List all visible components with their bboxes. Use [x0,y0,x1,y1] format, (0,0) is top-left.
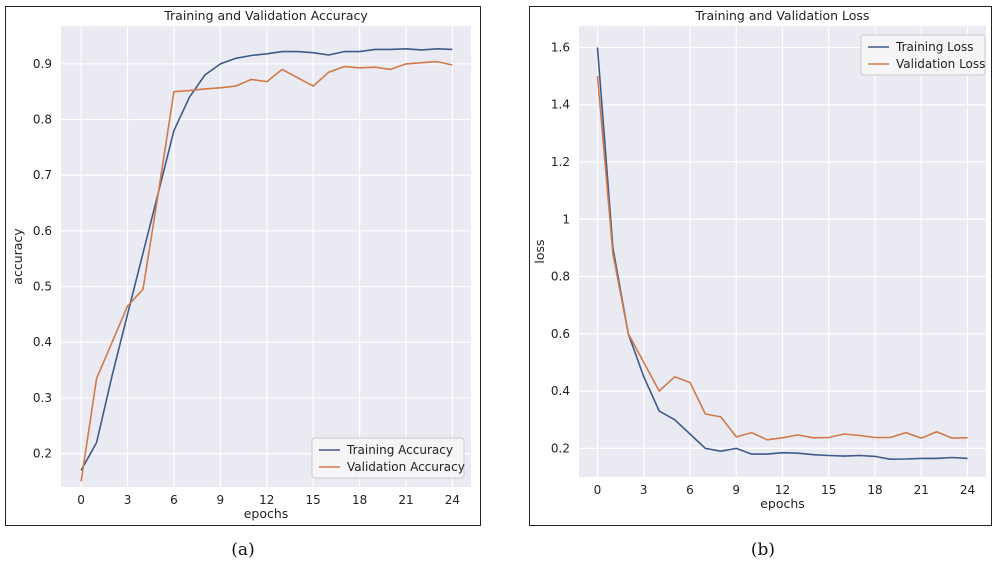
y-tick-label: 0.4 [33,335,52,349]
x-tick-label: 12 [775,483,790,497]
x-axis-label: epochs [760,496,805,511]
x-tick-label: 9 [217,493,225,507]
x-tick-label: 21 [914,483,929,497]
y-tick-label: 0.7 [33,168,52,182]
y-axis-label: loss [532,239,547,263]
x-tick-label: 21 [398,493,413,507]
caption-a: (a) [231,540,255,560]
y-tick-label: 0.8 [33,113,52,127]
y-tick-label: 1 [562,212,570,226]
y-tick-label: 1.4 [551,98,570,112]
series-line [596,76,968,441]
chart-title: Training and Validation Loss [695,8,870,23]
x-tick-label: 15 [306,493,321,507]
x-tick-label: 0 [594,483,602,497]
y-tick-label: 1.6 [551,40,570,54]
x-tick-label: 18 [867,483,882,497]
y-tick-label: 0.4 [551,384,570,398]
y-tick-label: 0.6 [33,224,52,238]
x-tick-label: 12 [259,493,274,507]
legend-label: Training Accuracy [346,443,453,457]
legend-label: Training Loss [895,40,973,54]
y-tick-label: 0.2 [33,447,52,461]
y-tick-label: 0.3 [33,391,52,405]
x-tick-label: 24 [960,483,975,497]
legend-box [860,34,986,76]
loss-chart: 0 3 6 9 12 15 18 21 24 0.2 0.4 0.6 0.8 1 1.2 1.4 1.6 Trai… [532,8,986,511]
caption-b: (b) [750,540,776,560]
legend-label: Validation Loss [896,57,985,71]
y-axis-label: accuracy [10,228,25,285]
accuracy-chart-panel: 0 3 6 9 12 15 18 21 24 0.2 0.3 0.4 0.5 0.6 0.7 0.8 0.9 Tr… [5,6,481,526]
plot-area [61,26,471,487]
accuracy-chart: 0 3 6 9 12 15 18 21 24 0.2 0.3 0.4 0.5 0.6 0.7 0.8 0.9 Tr… [10,8,471,521]
legend: Training Loss Validation Loss [860,34,986,76]
legend-label: Validation Accuracy [347,460,465,474]
loss-chart-panel: 0 3 6 9 12 15 18 21 24 0.2 0.4 0.6 0.8 1 1.2 1.4 1.6 Trai… [529,6,992,526]
x-tick-label: 18 [352,493,367,507]
y-tick-label: 0.5 [33,280,52,294]
x-tick-label: 3 [124,493,132,507]
y-tick-label: 0.6 [551,327,570,341]
x-tick-label: 24 [445,493,460,507]
series-line [80,47,453,471]
x-axis-label: epochs [244,506,289,521]
chart-title: Training and Validation Accuracy [163,8,368,23]
x-tick-label: 6 [686,483,694,497]
x-tick-label: 6 [170,493,178,507]
x-tick-label: 9 [732,483,740,497]
x-tick-label: 0 [77,493,85,507]
x-tick-label: 15 [821,483,836,497]
legend-box [311,437,465,479]
y-tick-label: 0.2 [551,441,570,455]
series-line [80,60,453,482]
series-line [596,47,968,461]
legend: Training Accuracy Validation Accuracy [311,437,465,479]
y-tick-label: 0.8 [551,270,570,284]
y-tick-label: 0.9 [33,57,52,71]
y-tick-label: 1.2 [551,155,570,169]
x-tick-label: 3 [640,483,648,497]
